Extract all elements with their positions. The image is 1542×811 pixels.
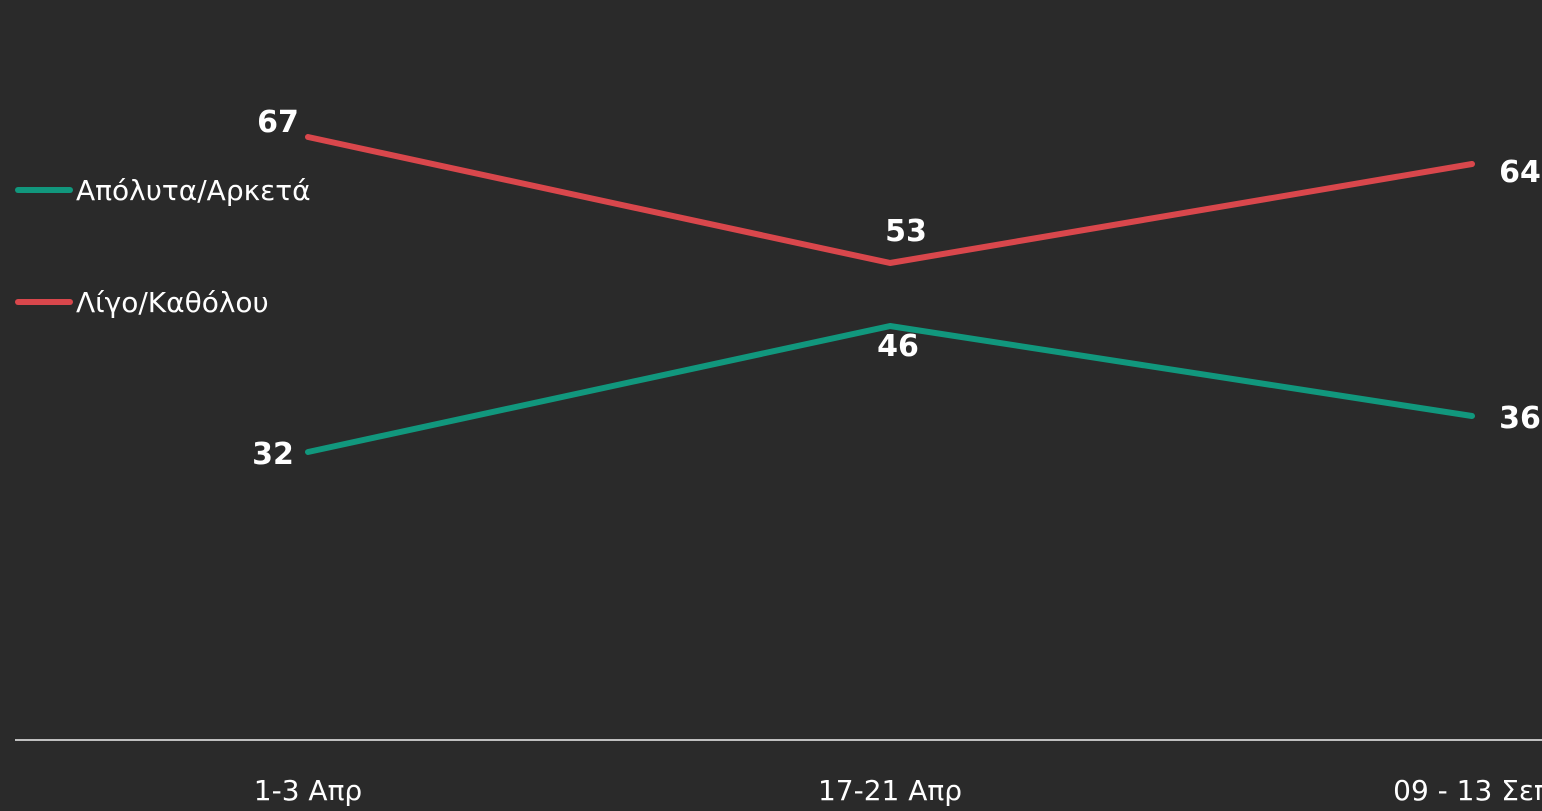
series-line-negative — [305, 134, 1475, 266]
data-label-positive-0: 32 — [252, 437, 294, 472]
data-labels-layer: 32 46 36 67 53 64 — [252, 105, 1541, 472]
data-label-positive-2: 36 — [1499, 401, 1541, 436]
data-label-negative-2: 64 — [1499, 155, 1541, 190]
x-tick-label-2: 09 - 13 Σεπ — [1393, 774, 1542, 807]
data-label-negative-0: 67 — [257, 105, 299, 140]
legend-label-negative: Λίγο/Καθόλου — [76, 286, 269, 319]
x-tick-labels: 1-3 Απρ 17-21 Απρ 09 - 13 Σεπ — [254, 774, 1542, 807]
series-line-positive — [305, 323, 1475, 455]
data-label-positive-1: 46 — [877, 329, 919, 364]
series-layer — [305, 134, 1475, 455]
data-label-negative-1: 53 — [885, 214, 927, 249]
legend: Απόλυτα/Αρκετά Λίγο/Καθόλου — [15, 174, 311, 319]
legend-label-positive: Απόλυτα/Αρκετά — [76, 174, 311, 207]
x-tick-label-0: 1-3 Απρ — [254, 774, 362, 807]
x-tick-label-1: 17-21 Απρ — [818, 774, 962, 807]
